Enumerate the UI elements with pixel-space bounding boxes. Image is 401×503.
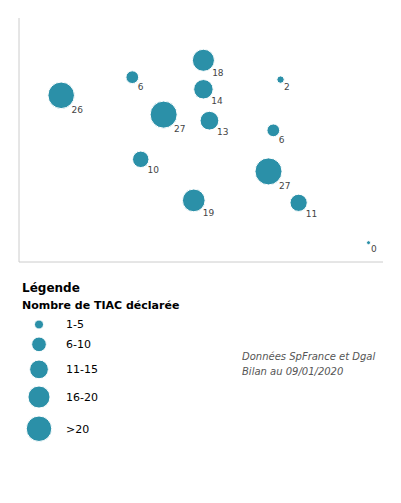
svg-text:10: 10 bbox=[147, 165, 159, 175]
html-text:Nombre de TIAC déclarée: Nombre de TIAC déclarée bbox=[22, 299, 180, 312]
svg-text:27: 27 bbox=[174, 124, 185, 134]
svg-text:6: 6 bbox=[138, 82, 144, 92]
html-text:Données SpFrance et Dgal: Données SpFrance et Dgal bbox=[242, 351, 376, 363]
svg-text:13: 13 bbox=[217, 127, 228, 137]
html-text:16-20: 16-20 bbox=[66, 391, 98, 404]
html-text:>20: >20 bbox=[66, 422, 90, 436]
html-text:Légende: Légende bbox=[22, 281, 80, 295]
svg-text:19: 19 bbox=[203, 208, 215, 218]
html-text:1-5: 1-5 bbox=[66, 318, 84, 331]
html-text:11-15: 11-15 bbox=[66, 362, 98, 376]
html-text:Bilan au 09/01/2020: Bilan au 09/01/2020 bbox=[242, 366, 344, 378]
svg-text:27: 27 bbox=[279, 181, 290, 191]
html-text:6-10: 6-10 bbox=[66, 337, 91, 351]
svg-text:0: 0 bbox=[371, 244, 377, 254]
svg-text:11: 11 bbox=[306, 209, 317, 219]
svg-text:26: 26 bbox=[71, 105, 83, 115]
svg-text:18: 18 bbox=[212, 68, 224, 78]
svg-text:6: 6 bbox=[279, 135, 285, 145]
svg-text:2: 2 bbox=[284, 82, 290, 92]
svg-text:14: 14 bbox=[211, 96, 223, 106]
